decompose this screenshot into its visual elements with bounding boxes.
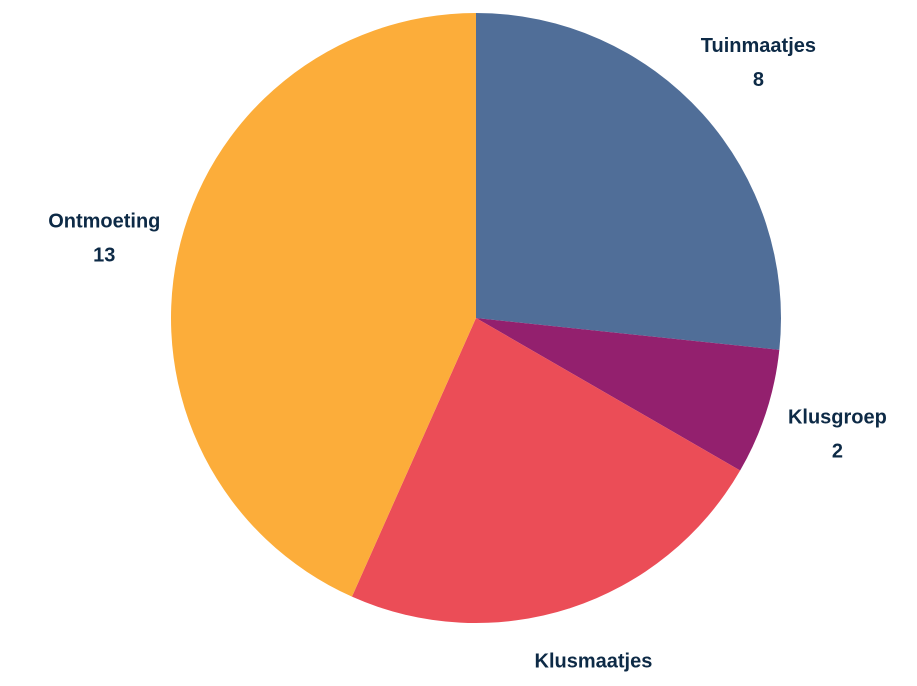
slice-label: Klusgroep	[788, 407, 887, 429]
slice-label: Ontmoeting	[48, 210, 160, 232]
slice-label: Klusmaatjes	[535, 651, 653, 673]
slice-value: 7	[588, 685, 599, 686]
pie-slice	[171, 13, 476, 597]
slice-value: 2	[832, 441, 843, 463]
pie-slice	[476, 318, 780, 471]
pie-slice	[351, 318, 741, 623]
slice-label: Tuinmaatjes	[701, 35, 816, 57]
slice-value: 13	[93, 244, 115, 266]
pie-slice	[476, 13, 781, 350]
slice-value: 8	[753, 69, 764, 91]
